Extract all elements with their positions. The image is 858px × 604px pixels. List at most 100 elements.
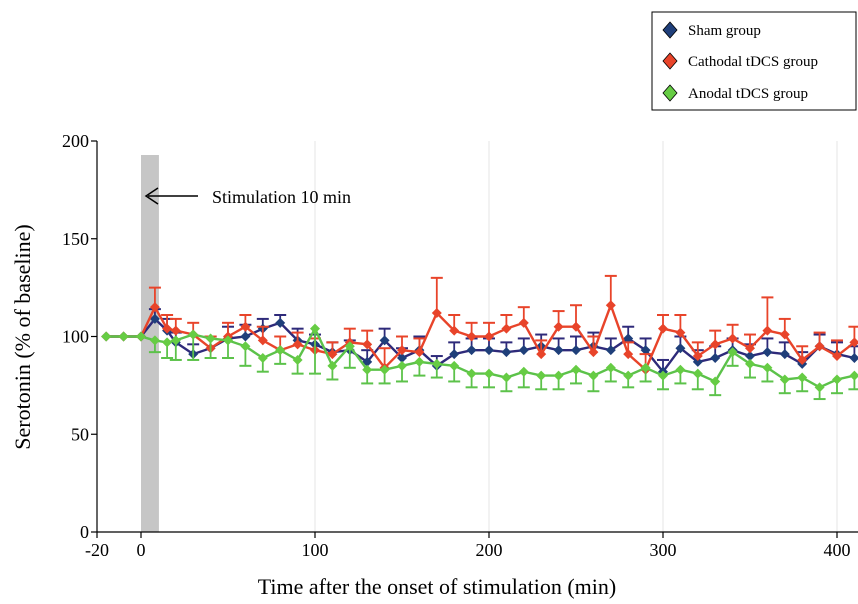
data-point <box>240 321 251 332</box>
data-point <box>257 353 268 364</box>
data-point <box>762 362 773 373</box>
data-point <box>223 335 233 346</box>
data-point <box>379 335 390 346</box>
x-tick-label: -20 <box>85 540 109 560</box>
data-point <box>640 362 651 373</box>
x-axis-label: Time after the onset of stimulation (min… <box>258 574 616 599</box>
data-point <box>118 331 129 342</box>
data-point <box>518 345 529 356</box>
data-point <box>553 321 564 332</box>
series <box>101 274 858 401</box>
data-point <box>240 341 251 352</box>
data-point <box>571 321 581 332</box>
data-point <box>536 349 547 360</box>
data-point <box>658 323 668 334</box>
data-point <box>466 331 477 342</box>
data-point <box>675 327 686 338</box>
data-point <box>832 374 842 385</box>
data-point <box>518 366 529 377</box>
data-point <box>397 353 407 364</box>
data-point <box>692 356 703 367</box>
data-point <box>149 335 160 346</box>
y-tick-label: 150 <box>62 229 89 249</box>
data-point <box>623 349 634 360</box>
data-point <box>466 368 477 379</box>
data-point <box>275 345 286 356</box>
data-point <box>292 339 303 350</box>
data-point <box>449 360 460 371</box>
data-point <box>553 370 564 381</box>
data-point <box>397 345 407 356</box>
data-point <box>779 349 790 360</box>
data-point <box>814 382 825 393</box>
annotation-text: Stimulation 10 min <box>212 187 351 207</box>
x-tick-label: 300 <box>650 540 677 560</box>
data-point <box>136 331 146 342</box>
data-point <box>397 360 407 371</box>
stimulation-bar <box>141 155 159 532</box>
data-point <box>414 356 425 367</box>
data-point <box>605 362 616 373</box>
y-axis-label: Serotonin (% of baseline) <box>10 224 35 449</box>
data-point <box>466 345 477 356</box>
data-point <box>501 323 512 334</box>
data-point <box>101 331 112 342</box>
data-point <box>431 308 442 319</box>
legend-label-sham: Sham group <box>688 23 761 39</box>
data-point <box>362 339 373 350</box>
data-point <box>745 351 755 362</box>
series-2 <box>101 323 858 401</box>
data-point <box>658 370 668 381</box>
legend: Sham group Cathodal tDCS group Anodal tD… <box>651 11 857 111</box>
data-point <box>814 341 825 352</box>
data-point <box>779 374 790 385</box>
data-point <box>484 368 494 379</box>
data-point <box>605 300 616 311</box>
data-point <box>710 376 721 387</box>
data-point <box>640 345 651 356</box>
y-tick-label: 0 <box>80 522 89 542</box>
y-tick-label: 100 <box>62 327 89 347</box>
data-point <box>745 358 755 369</box>
legend-marker-sham <box>662 21 678 39</box>
data-point <box>501 372 512 383</box>
x-tick-label: 200 <box>476 540 503 560</box>
data-point <box>327 349 338 360</box>
x-tick-label: 400 <box>824 540 851 560</box>
data-point <box>849 353 858 364</box>
data-point <box>553 345 564 356</box>
data-point <box>149 302 160 313</box>
data-point <box>571 345 581 356</box>
stimulation-annotation: Stimulation 10 min <box>144 187 351 207</box>
data-point <box>745 343 755 354</box>
data-point <box>149 313 160 324</box>
data-point <box>779 329 790 340</box>
data-point <box>240 331 251 342</box>
data-point <box>675 364 686 375</box>
data-point <box>362 364 373 375</box>
data-point <box>501 347 512 358</box>
data-point <box>797 354 808 365</box>
legend-marker-cathodal <box>662 52 678 70</box>
data-point <box>162 337 173 348</box>
data-point <box>692 368 703 379</box>
data-point <box>257 335 268 346</box>
series-line <box>106 317 855 374</box>
data-point <box>588 370 599 381</box>
legend-label-cathodal: Cathodal tDCS group <box>688 54 818 70</box>
data-point <box>849 370 858 381</box>
data-point <box>518 317 529 328</box>
annotation-arrow-head <box>144 187 159 205</box>
data-point <box>797 372 808 383</box>
data-point <box>344 341 355 352</box>
data-point <box>275 317 286 328</box>
data-point <box>484 331 494 342</box>
data-point <box>623 370 634 381</box>
data-point <box>170 325 181 336</box>
data-point <box>449 325 460 336</box>
data-point <box>205 333 216 344</box>
series-0 <box>101 308 858 377</box>
data-point <box>727 333 738 344</box>
data-point <box>170 335 181 346</box>
